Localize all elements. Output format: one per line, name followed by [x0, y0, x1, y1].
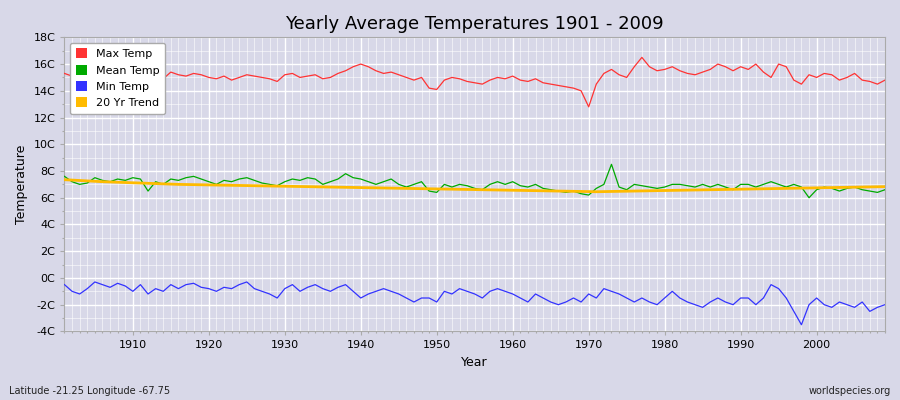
Legend: Max Temp, Mean Temp, Min Temp, 20 Yr Trend: Max Temp, Mean Temp, Min Temp, 20 Yr Tre… — [70, 43, 165, 114]
Text: Latitude -21.25 Longitude -67.75: Latitude -21.25 Longitude -67.75 — [9, 386, 170, 396]
Y-axis label: Temperature: Temperature — [15, 145, 28, 224]
Title: Yearly Average Temperatures 1901 - 2009: Yearly Average Temperatures 1901 - 2009 — [285, 15, 664, 33]
Text: worldspecies.org: worldspecies.org — [809, 386, 891, 396]
X-axis label: Year: Year — [462, 356, 488, 369]
